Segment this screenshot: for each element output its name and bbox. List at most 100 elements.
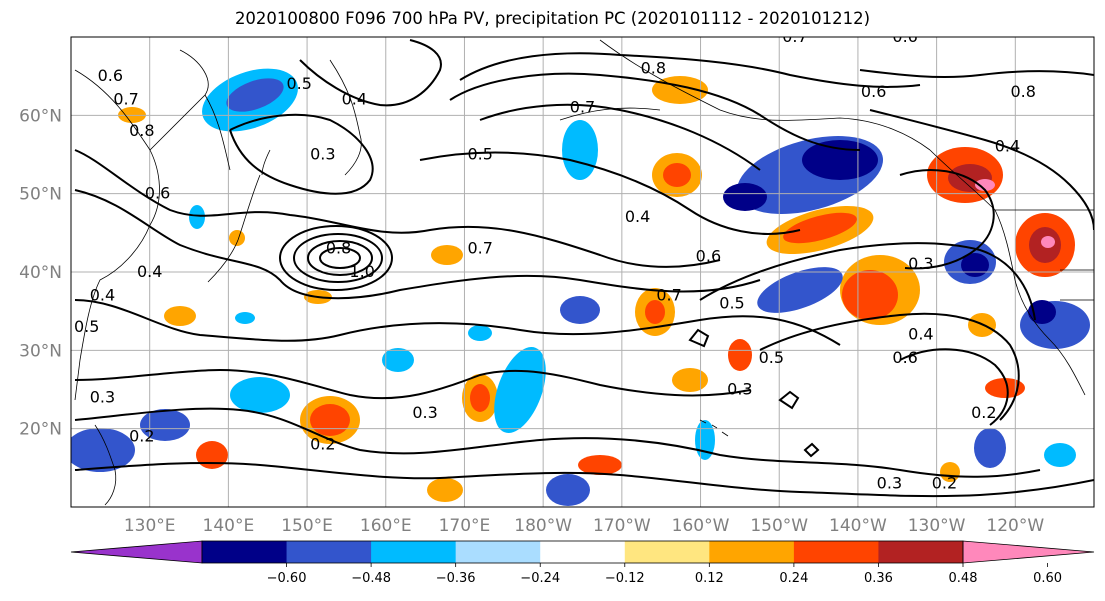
longitude-label: 130°E (124, 516, 176, 536)
colorbar-segment (202, 541, 288, 563)
pv-contour (299, 39, 442, 107)
contour-label: 0.4 (90, 286, 115, 305)
contour-label: 0.8 (1010, 82, 1035, 101)
pv-contour (74, 407, 1041, 478)
coastline-hawaii (699, 419, 729, 437)
contour-label: 0.6 (892, 27, 917, 46)
negative-anomaly (71, 428, 135, 472)
positive-anomaly (310, 404, 350, 436)
colorbar-segment (793, 541, 879, 563)
contour-label: 0.2 (310, 434, 335, 453)
contour-label: 0.6 (861, 82, 886, 101)
pv-contour (759, 312, 1020, 421)
negative-anomaly (562, 120, 598, 180)
contour-label: 0.5 (759, 348, 784, 367)
longitude-label: 120°W (986, 516, 1044, 536)
colorbar-segment (878, 541, 964, 563)
negative-anomaly (494, 347, 546, 433)
negative-anomaly (468, 325, 492, 341)
colorbar-segment (455, 541, 541, 563)
coastline-asia (74, 49, 231, 401)
contour-label: 0.3 (727, 380, 752, 399)
negative-anomaly (140, 409, 190, 441)
contour-label: 0.4 (995, 137, 1020, 156)
contour-label: 0.3 (90, 387, 115, 406)
contour-label: 0.5 (74, 317, 99, 336)
positive-anomaly (1041, 236, 1055, 248)
pv-contour (74, 299, 841, 346)
contour-label: 0.8 (641, 58, 666, 77)
longitude-labels: 130°E 140°E 150°E 160°E 170°E 180°W 170°W 160°W… (124, 516, 1045, 536)
longitude-label: 180°W (514, 516, 572, 536)
pv-contour (688, 328, 820, 458)
contour-label: 0.3 (310, 145, 335, 164)
positive-anomaly (728, 339, 752, 371)
pv-contour (74, 368, 751, 400)
positive-anomaly (229, 230, 245, 246)
negative-anomaly (974, 428, 1006, 468)
coastline-kamchatka (329, 59, 362, 176)
pv-contour (869, 109, 1094, 231)
positive-anomaly (164, 306, 196, 326)
positive-anomaly (196, 441, 228, 469)
pv-contour (899, 348, 1009, 426)
pv-contour (307, 240, 373, 276)
colorbar-tick-label: 0.48 (949, 571, 978, 586)
coastline-alaska (559, 39, 931, 151)
contour-label: 0.7 (570, 98, 595, 117)
coastlines (74, 39, 1094, 506)
latitude-label: 20°N (19, 420, 62, 440)
positive-anomaly (578, 455, 622, 475)
coastline-philippines (94, 424, 117, 506)
contour-label: 0.7 (113, 90, 138, 109)
contour-label: 0.2 (932, 474, 957, 493)
positive-anomaly (663, 163, 691, 187)
positive-anomaly (645, 300, 665, 324)
colorbar-segment (709, 541, 795, 563)
colorbar (70, 540, 1095, 564)
negative-anomaly (230, 377, 290, 413)
contour-label: 0.7 (782, 27, 807, 46)
colorbar-tick-label: −0.24 (520, 571, 560, 586)
positive-anomaly (470, 384, 490, 412)
pv-contour (899, 169, 995, 270)
latitude-label: 50°N (19, 185, 62, 205)
contour-label: 1.0 (349, 262, 374, 281)
negative-anomaly (560, 296, 600, 324)
pv-contour (319, 247, 361, 269)
contour-label: 0.4 (908, 325, 933, 344)
contour-label: 0.8 (326, 239, 351, 258)
positive-anomaly (672, 368, 708, 392)
longitude-label: 170°W (593, 516, 651, 536)
pv-contour (479, 103, 761, 171)
colorbar-tick-label: −0.12 (605, 571, 645, 586)
pv-contour (74, 461, 1094, 498)
colorbar-segment (371, 541, 457, 563)
latitude-label: 60°N (19, 106, 62, 126)
contour-label: 0.7 (656, 286, 681, 305)
contour-label: 0.2 (971, 403, 996, 422)
contour-label: 0.3 (908, 254, 933, 273)
contour-label: 0.6 (892, 348, 917, 367)
longitude-label: 130°W (908, 516, 966, 536)
negative-anomaly (235, 312, 255, 324)
colorbar-tick-label: 0.12 (695, 571, 724, 586)
coastline-na-west (929, 149, 1094, 396)
contour-label: 0.8 (129, 121, 154, 140)
contour-label: 0.6 (696, 246, 721, 265)
contour-label: 0.4 (342, 90, 367, 109)
pv-contour (419, 151, 801, 235)
latitude-label: 40°N (19, 263, 62, 283)
negative-anomaly (546, 474, 590, 506)
contour-label: 0.5 (467, 145, 492, 164)
longitude-label: 170°E (439, 516, 491, 536)
contour-labels: 0.5 0.4 0.3 0.7 0.8 0.6 0.6 0.4 0.4 0.5 0.8 1.0 0.5 0… (74, 27, 1036, 493)
positive-anomaly (783, 212, 857, 244)
positive-anomaly (975, 179, 995, 191)
colorbar-tick-label: −0.36 (436, 571, 476, 586)
contour-label: 0.2 (129, 427, 154, 446)
colorbar-tick-label: −0.60 (267, 571, 307, 586)
negative-anomaly (226, 78, 284, 112)
colorbar-tick-label: 0.60 (1033, 571, 1062, 586)
longitude-label: 150°E (281, 516, 333, 536)
